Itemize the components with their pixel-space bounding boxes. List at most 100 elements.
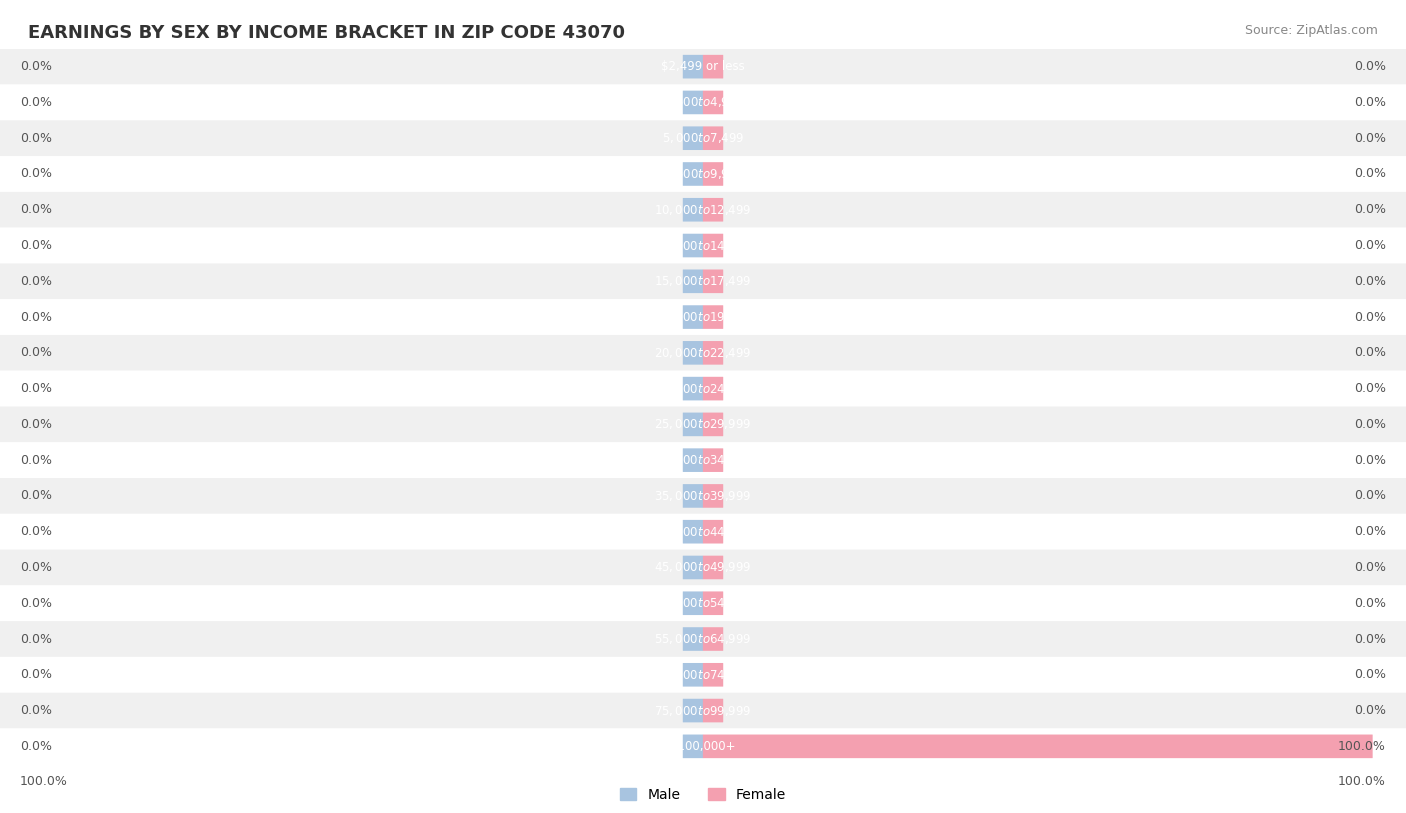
Text: 0.0%: 0.0% [20, 489, 52, 502]
Text: 100.0%: 100.0% [1339, 775, 1386, 788]
Text: 0.0%: 0.0% [1354, 203, 1386, 216]
Text: 0.0%: 0.0% [20, 275, 52, 288]
Text: $15,000 to $17,499: $15,000 to $17,499 [654, 274, 752, 289]
FancyBboxPatch shape [0, 657, 1406, 693]
FancyBboxPatch shape [0, 406, 1406, 442]
FancyBboxPatch shape [683, 376, 703, 401]
FancyBboxPatch shape [0, 621, 1406, 657]
Text: 0.0%: 0.0% [20, 60, 52, 73]
FancyBboxPatch shape [703, 627, 723, 651]
Text: 0.0%: 0.0% [20, 704, 52, 717]
FancyBboxPatch shape [0, 514, 1406, 550]
Text: $100,000+: $100,000+ [671, 740, 735, 753]
FancyBboxPatch shape [0, 156, 1406, 192]
FancyBboxPatch shape [703, 269, 723, 293]
Text: 100.0%: 100.0% [20, 775, 67, 788]
Text: 0.0%: 0.0% [1354, 311, 1386, 324]
Text: $55,000 to $64,999: $55,000 to $64,999 [654, 632, 752, 646]
Text: 0.0%: 0.0% [1354, 167, 1386, 180]
FancyBboxPatch shape [703, 555, 723, 580]
FancyBboxPatch shape [0, 728, 1406, 764]
Text: $20,000 to $22,499: $20,000 to $22,499 [654, 346, 752, 360]
Text: 0.0%: 0.0% [20, 167, 52, 180]
FancyBboxPatch shape [683, 663, 703, 687]
FancyBboxPatch shape [703, 233, 723, 258]
Text: 0.0%: 0.0% [20, 96, 52, 109]
Text: $2,500 to $4,999: $2,500 to $4,999 [662, 95, 744, 110]
Text: 0.0%: 0.0% [1354, 346, 1386, 359]
Text: $17,500 to $19,999: $17,500 to $19,999 [654, 310, 752, 324]
Text: 0.0%: 0.0% [1354, 132, 1386, 145]
FancyBboxPatch shape [703, 376, 723, 401]
FancyBboxPatch shape [703, 305, 723, 329]
Text: 0.0%: 0.0% [20, 525, 52, 538]
FancyBboxPatch shape [683, 305, 703, 329]
FancyBboxPatch shape [683, 162, 703, 186]
FancyBboxPatch shape [0, 478, 1406, 514]
FancyBboxPatch shape [703, 90, 723, 115]
Text: 0.0%: 0.0% [1354, 489, 1386, 502]
Text: 0.0%: 0.0% [1354, 525, 1386, 538]
FancyBboxPatch shape [683, 520, 703, 544]
Text: 0.0%: 0.0% [1354, 561, 1386, 574]
Text: $50,000 to $54,999: $50,000 to $54,999 [654, 596, 752, 611]
FancyBboxPatch shape [0, 371, 1406, 406]
Text: $2,499 or less: $2,499 or less [661, 60, 745, 73]
Text: $10,000 to $12,499: $10,000 to $12,499 [654, 202, 752, 217]
FancyBboxPatch shape [0, 442, 1406, 478]
FancyBboxPatch shape [703, 126, 723, 150]
Text: 0.0%: 0.0% [1354, 597, 1386, 610]
Text: 0.0%: 0.0% [20, 597, 52, 610]
FancyBboxPatch shape [683, 90, 703, 115]
Text: 0.0%: 0.0% [20, 346, 52, 359]
FancyBboxPatch shape [703, 698, 723, 723]
FancyBboxPatch shape [683, 448, 703, 472]
Text: $65,000 to $74,999: $65,000 to $74,999 [654, 667, 752, 682]
FancyBboxPatch shape [683, 126, 703, 150]
Legend: Male, Female: Male, Female [614, 782, 792, 807]
FancyBboxPatch shape [683, 591, 703, 615]
Text: 0.0%: 0.0% [20, 239, 52, 252]
FancyBboxPatch shape [0, 299, 1406, 335]
Text: 0.0%: 0.0% [20, 633, 52, 646]
FancyBboxPatch shape [683, 484, 703, 508]
FancyBboxPatch shape [0, 85, 1406, 120]
Text: 0.0%: 0.0% [20, 454, 52, 467]
Text: 0.0%: 0.0% [1354, 60, 1386, 73]
Text: 0.0%: 0.0% [1354, 418, 1386, 431]
Text: 0.0%: 0.0% [1354, 668, 1386, 681]
Text: 0.0%: 0.0% [20, 418, 52, 431]
Text: EARNINGS BY SEX BY INCOME BRACKET IN ZIP CODE 43070: EARNINGS BY SEX BY INCOME BRACKET IN ZIP… [28, 24, 626, 42]
Text: 0.0%: 0.0% [1354, 96, 1386, 109]
Text: $12,500 to $14,999: $12,500 to $14,999 [654, 238, 752, 253]
FancyBboxPatch shape [703, 54, 723, 79]
FancyBboxPatch shape [683, 54, 703, 79]
Text: 0.0%: 0.0% [20, 132, 52, 145]
FancyBboxPatch shape [0, 192, 1406, 228]
FancyBboxPatch shape [683, 555, 703, 580]
Text: 0.0%: 0.0% [1354, 275, 1386, 288]
Text: 0.0%: 0.0% [1354, 382, 1386, 395]
Text: 0.0%: 0.0% [20, 311, 52, 324]
Text: $5,000 to $7,499: $5,000 to $7,499 [662, 131, 744, 146]
Text: $40,000 to $44,999: $40,000 to $44,999 [654, 524, 752, 539]
Text: $25,000 to $29,999: $25,000 to $29,999 [654, 417, 752, 432]
FancyBboxPatch shape [703, 663, 723, 687]
FancyBboxPatch shape [703, 198, 723, 222]
FancyBboxPatch shape [703, 162, 723, 186]
FancyBboxPatch shape [0, 49, 1406, 85]
FancyBboxPatch shape [683, 734, 703, 759]
FancyBboxPatch shape [703, 341, 723, 365]
FancyBboxPatch shape [0, 228, 1406, 263]
FancyBboxPatch shape [703, 412, 723, 437]
FancyBboxPatch shape [683, 412, 703, 437]
Text: 0.0%: 0.0% [20, 668, 52, 681]
FancyBboxPatch shape [683, 233, 703, 258]
FancyBboxPatch shape [683, 198, 703, 222]
Text: Source: ZipAtlas.com: Source: ZipAtlas.com [1244, 24, 1378, 37]
Text: 0.0%: 0.0% [20, 561, 52, 574]
FancyBboxPatch shape [0, 550, 1406, 585]
Text: $35,000 to $39,999: $35,000 to $39,999 [654, 489, 752, 503]
FancyBboxPatch shape [703, 520, 723, 544]
FancyBboxPatch shape [0, 585, 1406, 621]
